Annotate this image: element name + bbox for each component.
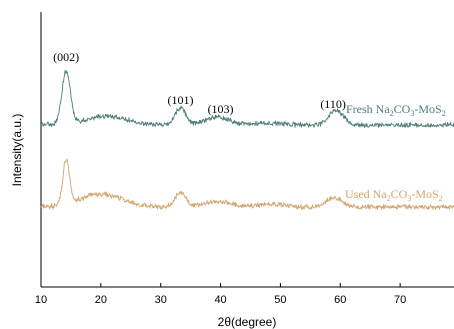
x-tick-label: 70 xyxy=(394,294,406,306)
x-axis-title: 2θ(degree) xyxy=(218,315,277,329)
x-tick-label: 30 xyxy=(155,294,167,306)
peak-label: (002) xyxy=(53,50,79,64)
fresh-series-label: Fresh Na2CO3-MoS2 xyxy=(346,102,446,118)
x-tick-label: 10 xyxy=(35,294,47,306)
peak-label: (103) xyxy=(208,102,234,116)
x-tick-label: 40 xyxy=(214,294,226,306)
x-tick-label: 60 xyxy=(334,294,346,306)
x-tick-label: 20 xyxy=(95,294,107,306)
peak-label: (101) xyxy=(167,93,193,107)
x-ticks: 10 20 30 40 50 60 70 xyxy=(35,283,406,306)
fresh-series-line xyxy=(40,69,454,128)
peak-label: (110) xyxy=(320,97,346,111)
x-tick-label: 50 xyxy=(274,294,286,306)
used-series-label: Used Na2CO3-MoS2 xyxy=(345,187,443,203)
series-layer xyxy=(40,69,454,210)
used-series-line xyxy=(40,158,454,210)
peak-annotations: (002) (101) (103) (110) xyxy=(53,50,346,116)
y-axis-title: Intensity(a.u.) xyxy=(10,114,24,187)
